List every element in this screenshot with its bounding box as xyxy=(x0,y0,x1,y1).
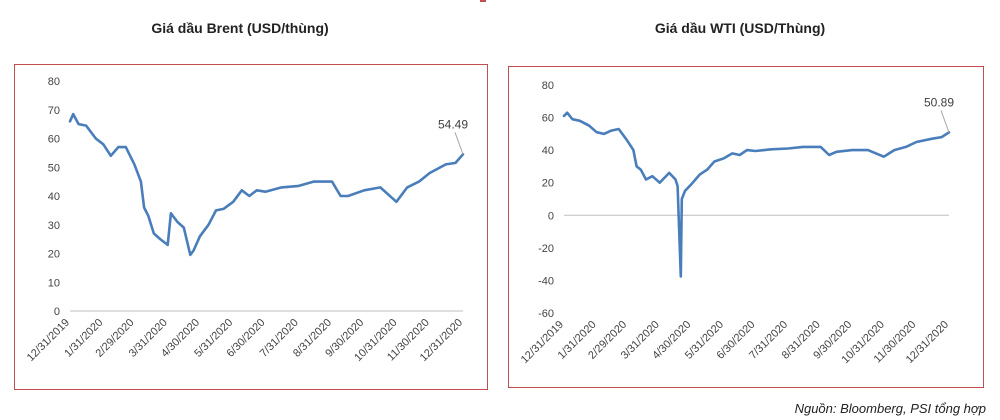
source-note: Nguồn: Bloomberg, PSI tổng hợp xyxy=(794,401,986,416)
y-tick-label: -60 xyxy=(538,308,554,320)
end-value-label: 54.49 xyxy=(438,117,468,131)
x-tick-label: 12/31/2019 xyxy=(25,317,72,364)
y-tick-label: 60 xyxy=(48,134,60,146)
price-series-line xyxy=(68,112,465,257)
y-tick-label: 70 xyxy=(48,105,60,117)
price-series-line xyxy=(562,111,951,278)
y-tick-label: 40 xyxy=(542,145,554,157)
y-tick-label: 40 xyxy=(48,191,60,203)
y-tick-label: 10 xyxy=(48,277,60,289)
y-tick-label: 50 xyxy=(48,162,60,174)
brent-chart-frame: 0 10 20 30 40 50 60 70 80 12/31/2019 1/31/2020 2/29… xyxy=(14,64,488,390)
brent-price-chart: 0102030405060708012/31/20191/31/20202/29… xyxy=(25,76,469,364)
wti-chart-frame: -60 -40 -20 0 20 40 60 80 12/31/2019 1/31/2020 2/2… xyxy=(508,66,984,388)
y-tick-label: 20 xyxy=(48,249,60,261)
y-tick-label: 60 xyxy=(542,113,554,125)
y-tick-label: 20 xyxy=(542,178,554,190)
y-tick-label: 0 xyxy=(548,210,554,222)
y-tick-label: -20 xyxy=(538,243,554,255)
y-tick-label: -40 xyxy=(538,275,554,287)
x-tick-label: 12/31/2019 xyxy=(519,319,566,366)
wti-chart-title: Giá dầu WTI (USD/Thùng) xyxy=(654,20,826,36)
y-tick-label: 0 xyxy=(54,306,60,318)
end-value-label: 50.89 xyxy=(924,95,954,109)
top-accent-mark xyxy=(480,0,486,2)
wti-price-chart: -60-40-2002040608012/31/20191/31/20202/2… xyxy=(519,80,955,366)
y-tick-label: 80 xyxy=(48,76,60,88)
end-value-leader-line xyxy=(454,132,464,155)
end-value-leader-line xyxy=(940,110,950,133)
y-tick-label: 30 xyxy=(48,220,60,232)
y-tick-label: 80 xyxy=(542,80,554,92)
brent-chart-title: Giá dầu Brent (USD/thùng) xyxy=(151,20,329,36)
